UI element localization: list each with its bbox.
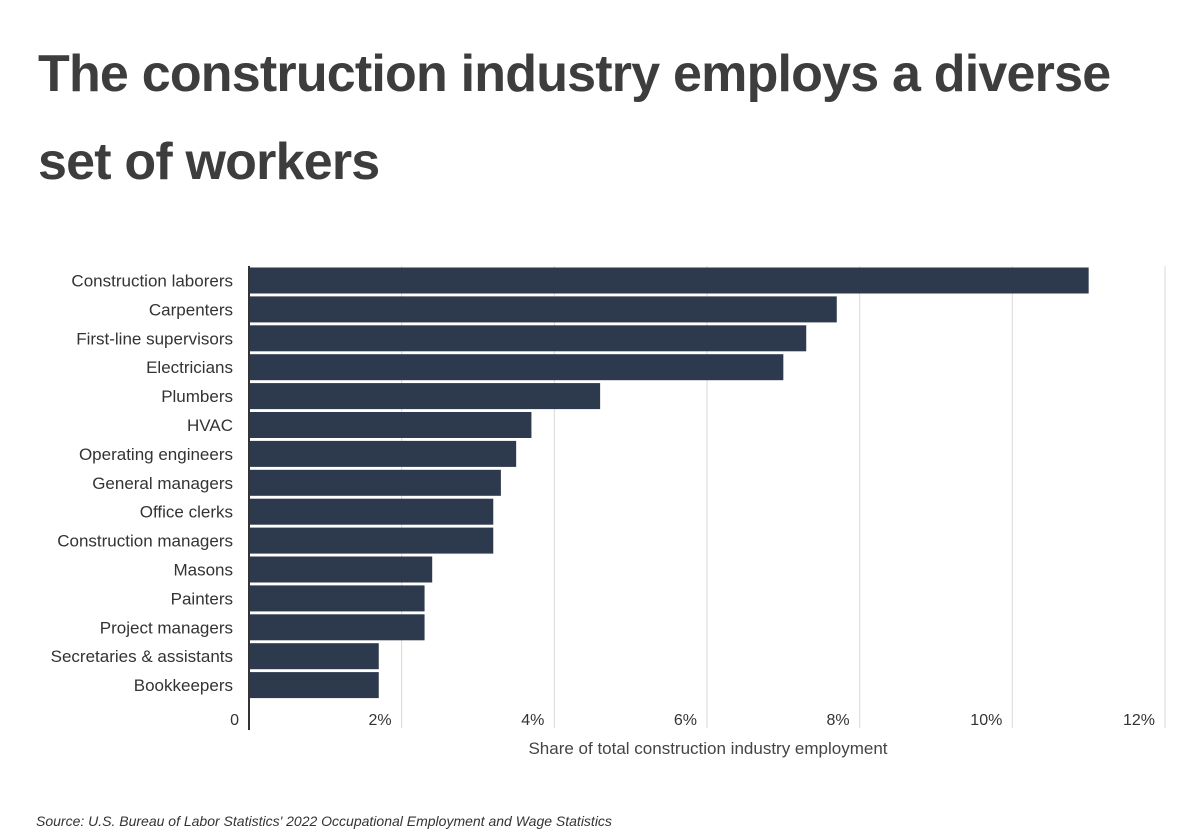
x-tick-label: 0 xyxy=(230,712,239,729)
bar xyxy=(250,556,433,583)
x-axis-title: Share of total construction industry emp… xyxy=(528,739,887,758)
x-tick-label: 2% xyxy=(369,712,392,729)
bar xyxy=(250,296,837,323)
bar xyxy=(250,383,601,410)
x-tick-label: 8% xyxy=(827,712,850,729)
bars xyxy=(250,267,1089,699)
category-label: Secretaries & assistants xyxy=(51,647,233,666)
category-label: Plumbers xyxy=(161,387,233,406)
category-label: Construction laborers xyxy=(71,272,233,291)
x-tick-labels: 0 2% 4% 6% 8% 10% 12% xyxy=(230,712,1155,729)
bar xyxy=(250,325,807,352)
category-label: Project managers xyxy=(100,618,233,637)
category-label: Painters xyxy=(171,589,233,608)
bar xyxy=(250,267,1089,294)
bar xyxy=(250,672,379,699)
x-tick-label: 4% xyxy=(521,712,544,729)
category-labels: Construction laborers Carpenters First-lin… xyxy=(51,272,233,696)
bar xyxy=(250,643,379,670)
bar xyxy=(250,412,532,438)
category-label: Office clerks xyxy=(140,503,233,522)
bar-chart: Construction laborers Carpenters First-lin… xyxy=(51,266,1166,758)
x-tick-label: 6% xyxy=(674,712,697,729)
category-label: Construction managers xyxy=(57,532,233,551)
bar xyxy=(250,469,501,496)
bar xyxy=(250,527,494,554)
category-label: Electricians xyxy=(146,358,233,377)
category-label: Operating engineers xyxy=(79,445,233,464)
bar xyxy=(250,614,425,641)
bar xyxy=(250,440,517,467)
category-label: First-line supervisors xyxy=(76,329,233,348)
bar xyxy=(250,354,784,381)
bar xyxy=(250,585,425,612)
category-label: Masons xyxy=(173,561,233,580)
category-label: HVAC xyxy=(187,416,233,435)
category-label: General managers xyxy=(92,474,233,493)
source-note: Source: U.S. Bureau of Labor Statistics'… xyxy=(36,813,612,829)
x-tick-label: 10% xyxy=(970,712,1002,729)
category-label: Bookkeepers xyxy=(134,676,233,695)
chart-title: The construction industry employs a dive… xyxy=(38,45,1111,191)
category-label: Carpenters xyxy=(149,300,233,319)
bar xyxy=(250,498,494,525)
x-tick-label: 12% xyxy=(1123,712,1155,729)
